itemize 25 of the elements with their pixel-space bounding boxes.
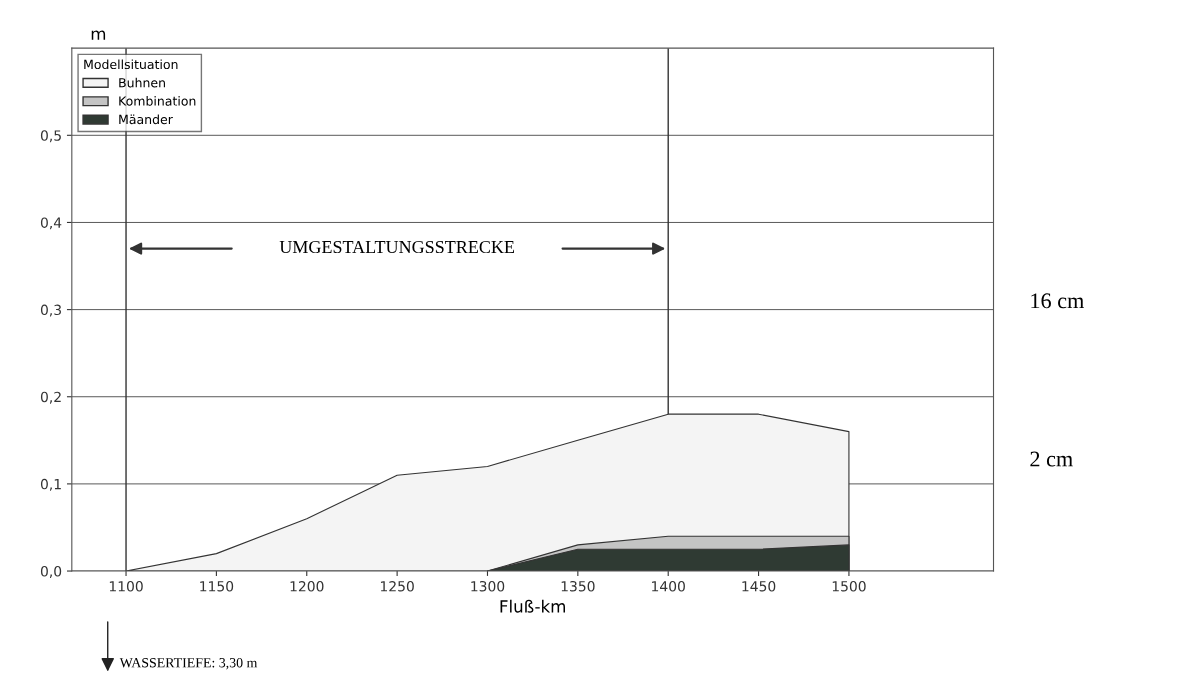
x-tick-label: 1150	[200, 581, 234, 592]
x-tick-label: 1400	[652, 581, 685, 592]
y-tick-label: 0,1	[40, 478, 61, 491]
text: WASSERTIEFE: 3,30 m	[119, 658, 258, 670]
y-tick-label: 0,2	[40, 391, 61, 404]
x-tick-label: 1100	[109, 581, 143, 592]
x-tick-label: 1450	[742, 581, 776, 592]
y-tick-label: 0,5	[40, 130, 61, 143]
legend-label: Kombination	[119, 96, 196, 106]
y-axis-title: m	[91, 30, 106, 40]
x-tick-label: 1500	[832, 581, 866, 592]
x-tick-label: 1350	[561, 581, 595, 592]
text: 16 cm	[1031, 293, 1084, 309]
x-axis-title: Fluß-km	[500, 599, 565, 613]
legend-title: Modellsituation	[84, 59, 178, 70]
x-tick-label: 1250	[380, 581, 414, 592]
x-tick-label: 1200	[290, 581, 324, 592]
y-tick-label: 0,4	[40, 217, 62, 230]
y-tick-label: 0,0	[40, 566, 62, 578]
legend-label: Buhnen	[119, 77, 165, 88]
annotation: UMGESTALTUNGSSTRECKE	[279, 240, 515, 254]
text: 2 cm	[1030, 451, 1073, 467]
x-tick-label: 1300	[471, 581, 505, 592]
y-tick-label: 0,3	[40, 304, 61, 317]
legend-label: Mäander	[119, 114, 173, 125]
